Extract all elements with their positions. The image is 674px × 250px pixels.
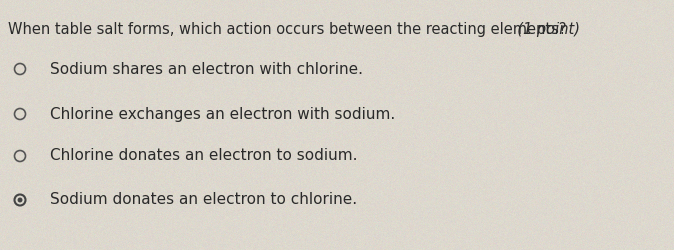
- Text: Sodium shares an electron with chlorine.: Sodium shares an electron with chlorine.: [50, 62, 363, 76]
- Text: Chlorine donates an electron to sodium.: Chlorine donates an electron to sodium.: [50, 148, 357, 164]
- Ellipse shape: [18, 198, 22, 202]
- Text: (1 point): (1 point): [508, 22, 580, 37]
- Text: When table salt forms, which action occurs between the reacting elements?: When table salt forms, which action occu…: [8, 22, 567, 37]
- Text: Sodium donates an electron to chlorine.: Sodium donates an electron to chlorine.: [50, 192, 357, 208]
- Text: Chlorine exchanges an electron with sodium.: Chlorine exchanges an electron with sodi…: [50, 106, 395, 122]
